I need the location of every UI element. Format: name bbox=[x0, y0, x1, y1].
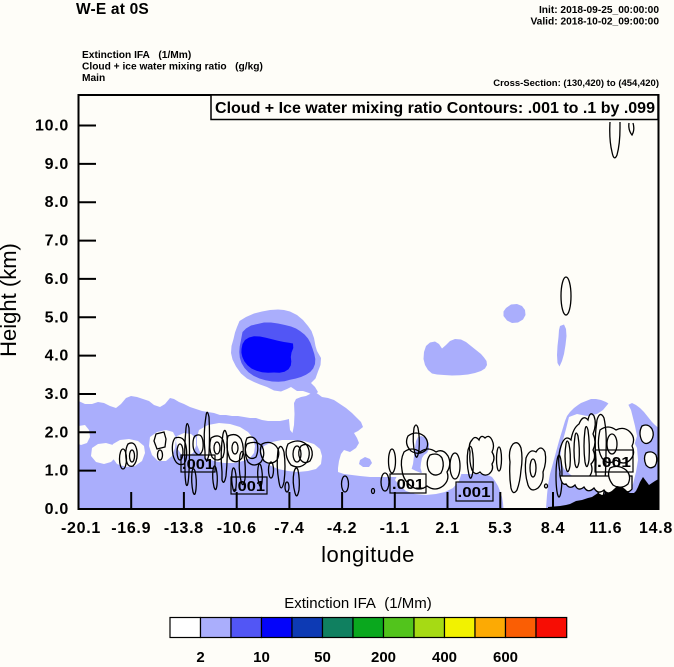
svg-text:Height (km): Height (km) bbox=[0, 243, 21, 357]
svg-text:6.0: 6.0 bbox=[45, 271, 69, 288]
svg-text:7.0: 7.0 bbox=[45, 233, 69, 250]
svg-text:1.0: 1.0 bbox=[45, 463, 69, 480]
svg-text:4.0: 4.0 bbox=[45, 348, 69, 365]
svg-text:-13.8: -13.8 bbox=[164, 520, 204, 537]
svg-text:11.6: 11.6 bbox=[589, 520, 622, 537]
svg-text:-1.1: -1.1 bbox=[380, 520, 410, 537]
svg-text:3.0: 3.0 bbox=[45, 386, 69, 403]
svg-text:8.0: 8.0 bbox=[45, 194, 69, 211]
svg-text:9.0: 9.0 bbox=[45, 156, 69, 173]
svg-text:8.4: 8.4 bbox=[541, 520, 565, 537]
svg-text:400: 400 bbox=[432, 649, 457, 666]
svg-text:10.0: 10.0 bbox=[35, 118, 69, 135]
svg-text:-16.9: -16.9 bbox=[111, 520, 151, 537]
svg-text:2.1: 2.1 bbox=[435, 520, 459, 537]
svg-text:-20.1: -20.1 bbox=[61, 520, 101, 537]
svg-text:Cross-Section: (130,420) to (4: Cross-Section: (130,420) to (454,420) bbox=[493, 78, 659, 89]
svg-text:longitude: longitude bbox=[321, 542, 415, 567]
svg-text:-10.6: -10.6 bbox=[217, 520, 257, 537]
svg-text:Valid: 2018-10-02_09:00:00: Valid: 2018-10-02_09:00:00 bbox=[530, 17, 659, 28]
svg-text:0.0: 0.0 bbox=[45, 501, 69, 518]
svg-text:.001: .001 bbox=[182, 456, 214, 473]
svg-text:14.8: 14.8 bbox=[639, 520, 673, 537]
svg-text:10: 10 bbox=[253, 649, 270, 666]
svg-text:2.0: 2.0 bbox=[45, 424, 69, 441]
svg-text:-4.2: -4.2 bbox=[327, 520, 357, 537]
svg-text:5.0: 5.0 bbox=[45, 309, 69, 326]
svg-text:5.3: 5.3 bbox=[488, 520, 512, 537]
svg-text:.001: .001 bbox=[233, 478, 265, 495]
svg-text:2: 2 bbox=[196, 649, 204, 666]
svg-text:.001: .001 bbox=[458, 484, 491, 501]
svg-text:W-E at 0S: W-E at 0S bbox=[76, 1, 149, 18]
svg-text:-7.4: -7.4 bbox=[274, 520, 304, 537]
svg-text:Cloud + ice water mixing ratio: Cloud + ice water mixing ratio (g/kg) bbox=[82, 62, 263, 73]
svg-text:Extinction IFA (1/Mm): Extinction IFA (1/Mm) bbox=[284, 595, 432, 612]
svg-text:Main: Main bbox=[82, 73, 105, 84]
svg-text:.001: .001 bbox=[597, 454, 631, 471]
svg-text:Cloud + Ice water mixing ratio: Cloud + Ice water mixing ratio Contours:… bbox=[215, 100, 655, 117]
svg-text:.001: .001 bbox=[392, 476, 424, 493]
svg-text:Init: 2018-09-25_00:00:00: Init: 2018-09-25_00:00:00 bbox=[539, 5, 659, 16]
svg-text:600: 600 bbox=[493, 649, 518, 666]
svg-text:50: 50 bbox=[314, 649, 331, 666]
svg-text:200: 200 bbox=[371, 649, 396, 666]
svg-text:Extinction IFA (1/Mm): Extinction IFA (1/Mm) bbox=[82, 50, 191, 61]
